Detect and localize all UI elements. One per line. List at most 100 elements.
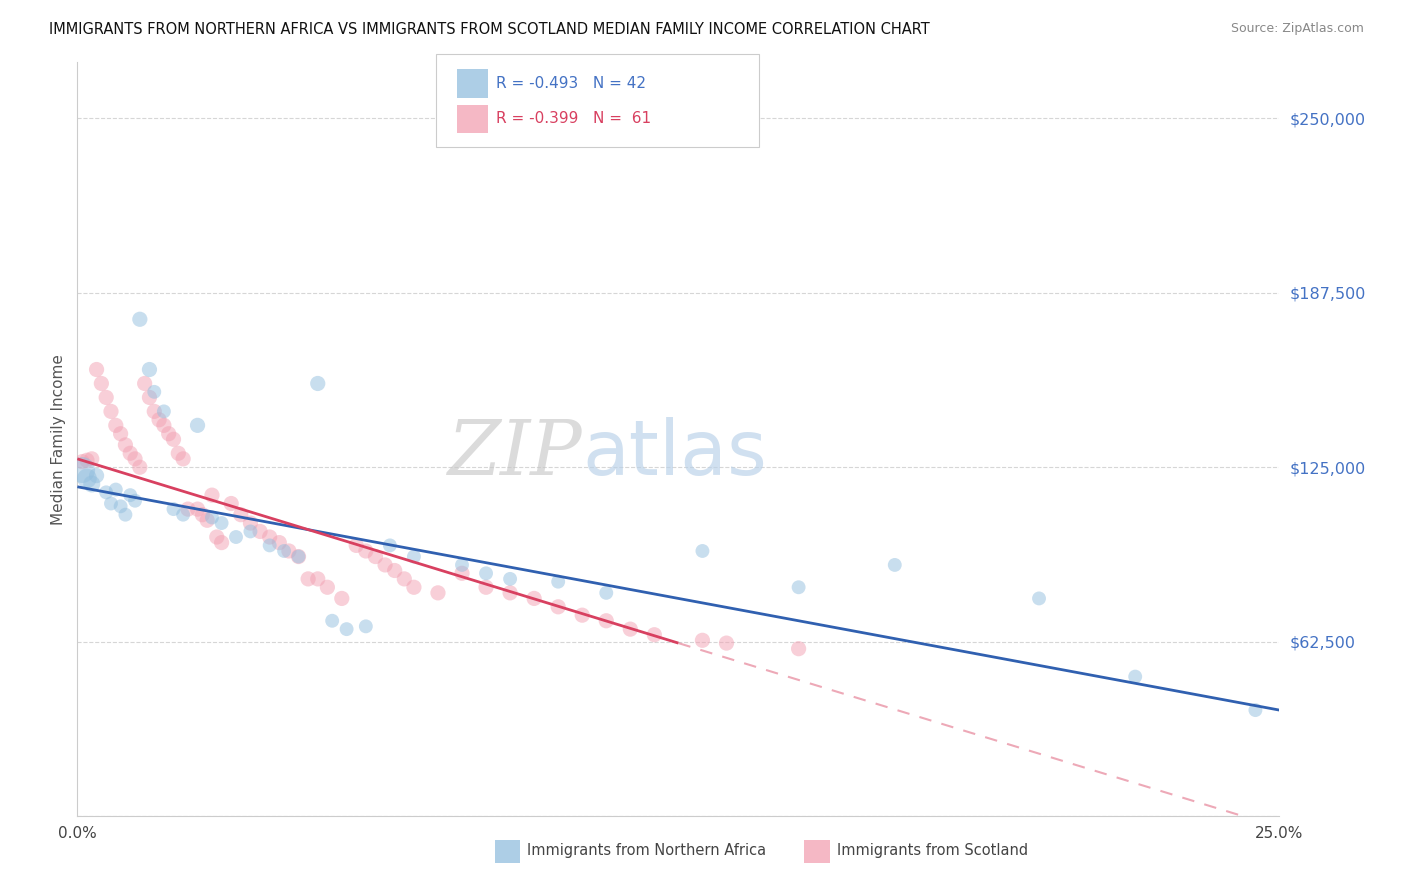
Point bbox=[354, 619, 377, 633]
Y-axis label: Median Family Income: Median Family Income bbox=[51, 354, 66, 524]
Point bbox=[1244, 703, 1267, 717]
Point bbox=[619, 622, 641, 636]
Point bbox=[114, 438, 136, 452]
Point bbox=[499, 572, 522, 586]
Point bbox=[201, 510, 224, 524]
Text: Source: ZipAtlas.com: Source: ZipAtlas.com bbox=[1230, 22, 1364, 36]
Point bbox=[96, 485, 118, 500]
Point bbox=[547, 574, 569, 589]
Point bbox=[297, 572, 319, 586]
Text: Immigrants from Northern Africa: Immigrants from Northern Africa bbox=[527, 844, 766, 858]
Point bbox=[134, 376, 156, 391]
Point bbox=[229, 508, 252, 522]
Point bbox=[239, 516, 262, 530]
Point bbox=[1028, 591, 1050, 606]
Text: ZIP: ZIP bbox=[447, 417, 582, 491]
Point bbox=[692, 544, 714, 558]
Point bbox=[186, 502, 209, 516]
Text: R = -0.399   N =  61: R = -0.399 N = 61 bbox=[496, 112, 651, 127]
Point bbox=[172, 451, 194, 466]
Point bbox=[104, 483, 127, 497]
Point bbox=[402, 549, 425, 564]
Point bbox=[143, 384, 166, 399]
Point bbox=[225, 530, 247, 544]
Point bbox=[138, 391, 160, 405]
Point bbox=[219, 496, 242, 510]
Point bbox=[110, 426, 132, 441]
Point bbox=[787, 641, 810, 656]
Point bbox=[374, 558, 396, 572]
Point bbox=[128, 460, 150, 475]
Point bbox=[70, 455, 93, 469]
Point bbox=[70, 463, 93, 477]
Point bbox=[287, 549, 309, 564]
Point bbox=[344, 538, 367, 552]
Point bbox=[883, 558, 905, 572]
Point bbox=[177, 502, 200, 516]
Point bbox=[571, 608, 593, 623]
Point bbox=[100, 496, 122, 510]
Point bbox=[104, 418, 127, 433]
Point bbox=[595, 586, 617, 600]
Point bbox=[364, 549, 387, 564]
Point bbox=[90, 376, 112, 391]
Point bbox=[211, 535, 233, 549]
Point bbox=[787, 580, 810, 594]
Point bbox=[186, 418, 209, 433]
Point bbox=[273, 544, 295, 558]
Point bbox=[124, 493, 146, 508]
Point bbox=[499, 586, 522, 600]
Point bbox=[100, 404, 122, 418]
Point bbox=[402, 580, 425, 594]
Point bbox=[1123, 670, 1146, 684]
Text: Immigrants from Scotland: Immigrants from Scotland bbox=[837, 844, 1028, 858]
Point bbox=[201, 488, 224, 502]
Point bbox=[120, 488, 142, 502]
Text: atlas: atlas bbox=[582, 417, 768, 491]
Point bbox=[336, 622, 359, 636]
Point bbox=[259, 530, 281, 544]
Point bbox=[330, 591, 353, 606]
Point bbox=[153, 418, 176, 433]
Point bbox=[451, 558, 474, 572]
Point bbox=[249, 524, 271, 539]
Point bbox=[167, 446, 190, 460]
Point bbox=[427, 586, 450, 600]
Point bbox=[96, 391, 118, 405]
Point bbox=[269, 535, 291, 549]
Point bbox=[716, 636, 738, 650]
Point bbox=[475, 566, 498, 581]
Point bbox=[172, 508, 194, 522]
Point bbox=[287, 549, 309, 564]
Point bbox=[80, 451, 103, 466]
Point bbox=[321, 614, 343, 628]
Point bbox=[76, 453, 98, 467]
Point bbox=[86, 362, 108, 376]
Point bbox=[692, 633, 714, 648]
Point bbox=[211, 516, 233, 530]
Point bbox=[76, 471, 98, 485]
Point bbox=[162, 433, 184, 447]
Point bbox=[124, 451, 146, 466]
Point bbox=[239, 524, 262, 539]
Point bbox=[138, 362, 160, 376]
Point bbox=[523, 591, 546, 606]
Point bbox=[547, 599, 569, 614]
Point bbox=[451, 566, 474, 581]
Point bbox=[120, 446, 142, 460]
Point bbox=[153, 404, 176, 418]
Point bbox=[157, 426, 180, 441]
Point bbox=[475, 580, 498, 594]
Point bbox=[148, 413, 170, 427]
Point bbox=[114, 508, 136, 522]
Point bbox=[394, 572, 416, 586]
Point bbox=[277, 544, 299, 558]
Text: IMMIGRANTS FROM NORTHERN AFRICA VS IMMIGRANTS FROM SCOTLAND MEDIAN FAMILY INCOME: IMMIGRANTS FROM NORTHERN AFRICA VS IMMIG… bbox=[49, 22, 929, 37]
Point bbox=[195, 513, 218, 527]
Point bbox=[205, 530, 228, 544]
Point bbox=[128, 312, 150, 326]
Point bbox=[143, 404, 166, 418]
Point bbox=[259, 538, 281, 552]
Point bbox=[316, 580, 339, 594]
Point bbox=[384, 564, 406, 578]
